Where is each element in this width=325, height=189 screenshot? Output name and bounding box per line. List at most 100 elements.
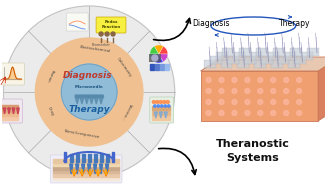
Polygon shape [201, 57, 325, 71]
Text: Biomarker: Biomarker [92, 43, 110, 47]
Text: Diagnosis: Diagnosis [62, 71, 112, 81]
Circle shape [271, 77, 276, 83]
Polygon shape [94, 95, 98, 104]
Circle shape [219, 77, 224, 83]
Bar [307, 48, 319, 56]
Text: Redox: Redox [104, 20, 118, 24]
Polygon shape [85, 95, 89, 104]
Bar [53, 170, 119, 173]
Bar [53, 166, 119, 170]
Bar [290, 48, 302, 56]
Wedge shape [150, 54, 159, 62]
Bar [152, 116, 170, 120]
Polygon shape [82, 164, 84, 174]
Circle shape [245, 88, 250, 94]
Circle shape [271, 88, 276, 94]
Circle shape [152, 55, 158, 61]
Text: Therapy: Therapy [280, 19, 311, 29]
Circle shape [161, 105, 163, 107]
Text: Microneedle: Microneedle [75, 85, 103, 89]
FancyBboxPatch shape [96, 17, 126, 33]
Circle shape [284, 88, 289, 94]
Text: Diagnosis: Diagnosis [192, 19, 229, 29]
Circle shape [258, 111, 263, 115]
Circle shape [258, 88, 263, 94]
Circle shape [219, 111, 224, 115]
FancyBboxPatch shape [66, 13, 88, 31]
Polygon shape [17, 108, 19, 114]
Bar [284, 52, 296, 60]
Wedge shape [150, 46, 159, 54]
Polygon shape [88, 164, 91, 174]
Polygon shape [94, 164, 97, 174]
FancyBboxPatch shape [0, 99, 22, 123]
Bar [254, 60, 266, 68]
Circle shape [206, 77, 211, 83]
Bar [1, 116, 19, 120]
Bar [76, 154, 79, 162]
FancyBboxPatch shape [1, 63, 24, 85]
Bar [53, 173, 119, 177]
Bar [256, 48, 268, 56]
Circle shape [156, 101, 159, 104]
Polygon shape [89, 95, 94, 104]
Circle shape [271, 99, 276, 105]
Circle shape [245, 99, 250, 105]
Polygon shape [99, 164, 103, 174]
Bar [150, 64, 154, 70]
Circle shape [258, 99, 263, 105]
Bar [53, 163, 119, 166]
Text: Stimuli-responsive: Stimuli-responsive [63, 129, 100, 139]
Bar [82, 154, 84, 162]
Wedge shape [159, 46, 168, 54]
Polygon shape [8, 108, 10, 114]
Bar [99, 154, 103, 162]
Circle shape [206, 88, 211, 94]
Circle shape [61, 64, 117, 120]
Bar [273, 48, 285, 56]
Circle shape [245, 77, 250, 83]
Circle shape [232, 111, 237, 115]
Circle shape [297, 77, 302, 83]
Bar [160, 64, 164, 70]
Bar [203, 60, 215, 68]
Circle shape [166, 101, 169, 104]
Circle shape [284, 111, 289, 115]
Bar [155, 64, 159, 70]
Circle shape [157, 105, 160, 107]
Bar [1, 105, 19, 108]
Circle shape [297, 88, 302, 94]
Polygon shape [12, 108, 15, 114]
Bar [94, 154, 97, 162]
Bar [64, 152, 66, 162]
Polygon shape [80, 95, 84, 104]
Polygon shape [75, 95, 79, 104]
Circle shape [219, 88, 224, 94]
Bar [220, 60, 232, 68]
Polygon shape [3, 108, 6, 114]
Circle shape [111, 32, 115, 36]
Circle shape [232, 88, 237, 94]
Circle shape [164, 105, 166, 107]
Polygon shape [154, 112, 157, 118]
FancyBboxPatch shape [50, 155, 122, 183]
Polygon shape [70, 164, 73, 174]
Bar [53, 159, 119, 163]
Text: Drug: Drug [47, 106, 55, 117]
Bar [216, 52, 228, 60]
Polygon shape [99, 95, 103, 104]
Polygon shape [159, 112, 162, 118]
Circle shape [99, 32, 103, 36]
Bar [267, 52, 279, 60]
Bar [288, 60, 300, 68]
Polygon shape [106, 164, 109, 174]
Polygon shape [318, 57, 325, 121]
Bar [1, 112, 19, 116]
Bar [239, 48, 251, 56]
Wedge shape [159, 54, 168, 62]
Circle shape [297, 99, 302, 105]
Text: Colorimetry: Colorimetry [116, 57, 133, 78]
Circle shape [232, 99, 237, 105]
Circle shape [284, 99, 289, 105]
Bar [227, 56, 239, 64]
